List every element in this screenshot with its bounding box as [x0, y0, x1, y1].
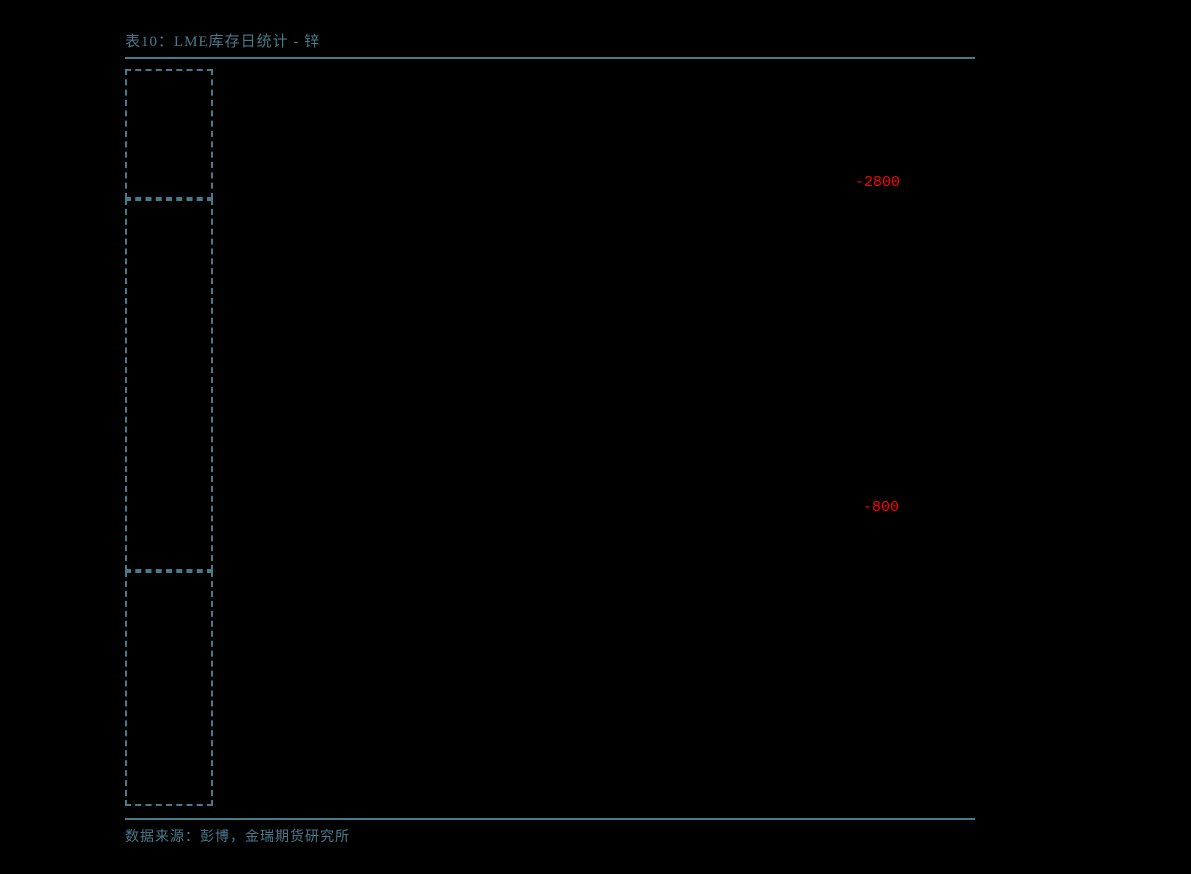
value-label-0: -2800 [855, 174, 900, 191]
table-title: 表10：LME库存日统计 - 锌 [125, 30, 975, 59]
dashed-box-2 [125, 571, 213, 806]
chart-area: -2800 -800 [125, 69, 975, 814]
table-container: 表10：LME库存日统计 - 锌 -2800 -800 数据来源：彭博，金瑞期货研… [125, 30, 975, 846]
dashed-box-0 [125, 69, 213, 199]
dashed-box-1 [125, 199, 213, 571]
value-label-1: -800 [863, 499, 899, 516]
data-source: 数据来源：彭博，金瑞期货研究所 [125, 818, 975, 846]
